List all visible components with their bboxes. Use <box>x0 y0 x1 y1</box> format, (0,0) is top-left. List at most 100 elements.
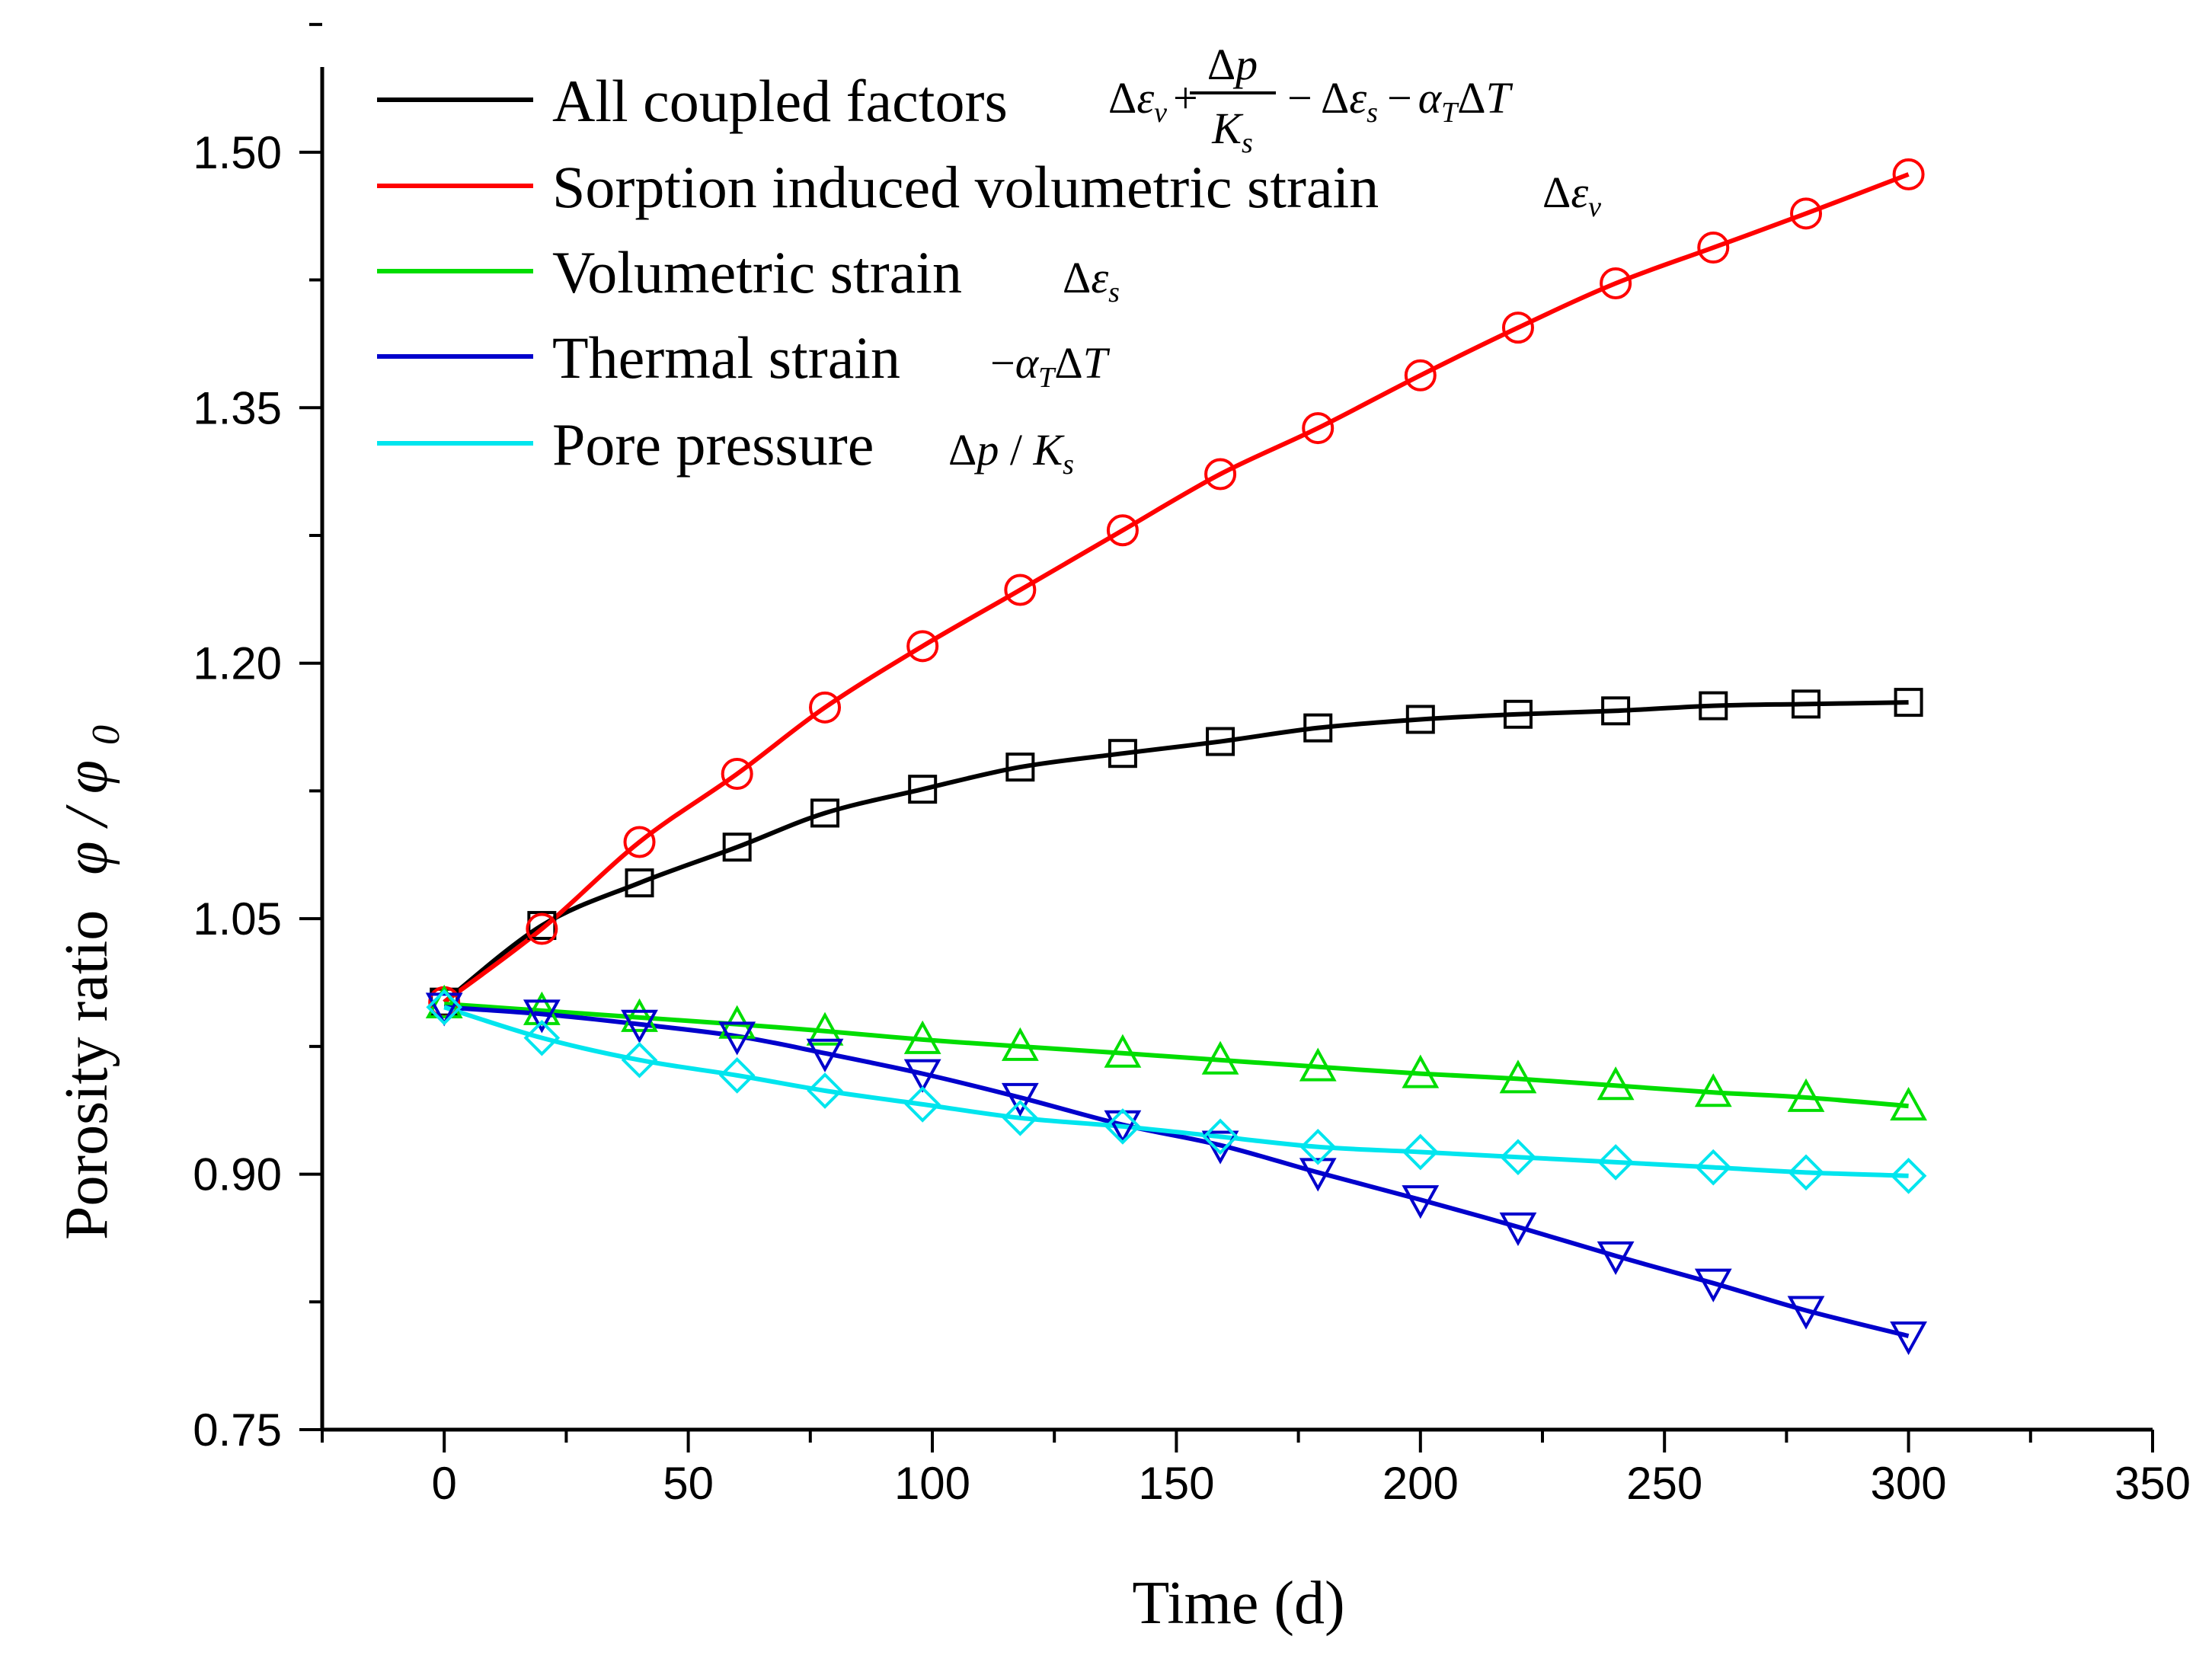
data-point-all-coupled-factors <box>1792 689 1821 719</box>
data-point-sorption-induced-volumetric-strain <box>1106 514 1139 547</box>
data-point-all-coupled-factors <box>1303 713 1333 743</box>
data-point-thermal-strain <box>621 1009 658 1043</box>
x-tick-label: 250 <box>1626 1458 1702 1509</box>
data-point-pore-pressure <box>426 989 463 1026</box>
data-point-volumetric-strain <box>1694 1073 1732 1107</box>
legend: All coupled factors Δεv + Δp Ks − Δεs − αTΔ… <box>377 40 1601 481</box>
y-axis-title: Porosity ratio φ / φ 0 <box>53 725 128 1240</box>
data-point-thermal-strain <box>1299 1158 1337 1192</box>
y-tick-label: 0.90 <box>193 1149 282 1200</box>
data-point-pore-pressure <box>621 1041 658 1079</box>
y-tick-label: 1.50 <box>193 127 282 178</box>
data-point-thermal-strain <box>718 1021 756 1056</box>
data-point-all-coupled-factors <box>1503 699 1533 729</box>
data-point-all-coupled-factors <box>1699 691 1728 721</box>
legend-label-all-coupled: All coupled factors <box>552 68 1008 134</box>
data-point-sorption-induced-volumetric-strain <box>623 826 656 858</box>
data-point-sorption-induced-volumetric-strain <box>1790 197 1823 230</box>
data-point-thermal-strain <box>425 992 463 1027</box>
data-point-volumetric-strain <box>1201 1040 1239 1075</box>
x-tick-label: 0 <box>432 1458 457 1509</box>
data-point-pore-pressure <box>1202 1118 1239 1155</box>
data-point-sorption-induced-volumetric-strain <box>1404 359 1437 391</box>
legend-formula-sorption: Δεv <box>1542 168 1601 223</box>
data-point-thermal-strain <box>1402 1185 1440 1219</box>
data-point-pore-pressure <box>1695 1149 1732 1186</box>
data-point-volumetric-strain <box>1890 1086 1927 1121</box>
data-point-thermal-strain <box>1001 1082 1039 1117</box>
series-line-sorption-induced-volumetric-strain <box>443 172 1910 1005</box>
data-point-sorption-induced-volumetric-strain <box>1004 574 1037 606</box>
data-point-all-coupled-factors <box>908 775 938 804</box>
y-tick-label: 1.20 <box>193 638 282 689</box>
data-point-sorption-induced-volumetric-strain <box>1501 312 1534 344</box>
data-point-all-coupled-factors <box>1206 727 1235 756</box>
data-point-volumetric-strain <box>1104 1034 1142 1068</box>
series-layer <box>425 158 1927 1356</box>
svg-text:Δp: Δp <box>1207 40 1258 89</box>
data-point-sorption-induced-volumetric-strain <box>1697 232 1730 264</box>
series-line-all-coupled-factors <box>443 700 1909 1005</box>
series-line-thermal-strain <box>443 1005 1910 1338</box>
x-tick-label: 50 <box>663 1458 714 1509</box>
svg-text:Porosity ratio φ / φ: Porosity ratio φ / φ 0 <box>53 725 128 1240</box>
data-point-volumetric-strain <box>1299 1047 1337 1082</box>
y-tick-label: 0.75 <box>193 1405 282 1456</box>
data-point-pore-pressure <box>718 1057 756 1094</box>
legend-label-volumetric: Volumetric strain <box>552 239 962 305</box>
data-point-thermal-strain <box>1890 1321 1927 1356</box>
data-point-sorption-induced-volumetric-strain <box>1302 412 1335 445</box>
data-point-thermal-strain <box>1499 1212 1537 1247</box>
legend-entry-sorption: Sorption induced volumetric strain Δεv <box>377 154 1601 223</box>
data-point-volumetric-strain <box>806 1011 844 1046</box>
x-tick-label: 350 <box>2115 1458 2191 1509</box>
data-point-thermal-strain <box>806 1038 844 1072</box>
data-point-all-coupled-factors <box>1894 688 1923 717</box>
x-axis-label: Time (d) <box>1132 1570 1344 1637</box>
series-line-pore-pressure <box>443 1005 1909 1178</box>
svg-text:Ks: Ks <box>1211 104 1252 159</box>
data-point-sorption-induced-volumetric-strain <box>526 912 558 945</box>
data-point-pore-pressure <box>1788 1154 1824 1191</box>
data-point-volumetric-strain <box>1001 1027 1039 1061</box>
x-tick-label: 150 <box>1138 1458 1214 1509</box>
legend-entry-pore-pressure: Pore pressure Δp / Ks <box>377 411 1074 481</box>
data-point-volumetric-strain <box>1597 1066 1635 1101</box>
data-point-thermal-strain <box>1694 1268 1732 1302</box>
svg-text:− Δεs−αTΔT: − Δεs − αTΔT <box>1287 73 1514 129</box>
legend-formula-pore-pressure: Δp / Ks <box>948 425 1074 481</box>
data-point-pore-pressure <box>1002 1099 1039 1136</box>
data-point-pore-pressure <box>807 1072 843 1109</box>
data-point-pore-pressure <box>1402 1133 1439 1171</box>
data-point-all-coupled-factors <box>625 868 654 898</box>
legend-formula-volumetric: Δεs <box>1063 253 1120 308</box>
data-point-volumetric-strain <box>1402 1054 1440 1088</box>
data-point-volumetric-strain <box>1499 1059 1537 1094</box>
x-tick-label: 300 <box>1871 1458 1947 1509</box>
y-axis-symbol-subscript: 0 <box>85 725 128 745</box>
data-point-thermal-strain <box>523 999 561 1034</box>
legend-formula-thermal: −αTΔT <box>990 338 1111 394</box>
legend-entry-all-coupled: All coupled factors Δεv + Δp Ks − Δεs − αTΔ… <box>377 40 1514 159</box>
data-point-sorption-induced-volumetric-strain <box>1204 458 1237 491</box>
data-point-thermal-strain <box>1597 1241 1635 1276</box>
y-tick-label: 1.35 <box>193 382 282 433</box>
data-point-volumetric-strain <box>1787 1078 1825 1112</box>
legend-label-thermal: Thermal strain <box>552 324 900 391</box>
data-point-volumetric-strain <box>903 1020 941 1054</box>
legend-label-sorption: Sorption induced volumetric strain <box>552 154 1379 220</box>
x-tick-label: 200 <box>1382 1458 1459 1509</box>
data-point-volumetric-strain <box>621 998 658 1032</box>
data-point-pore-pressure <box>1890 1157 1927 1194</box>
axes: 0 50 100 150 200 250 300 350 0.75 0.90 1.05 1.20 1.3… <box>193 23 2191 1509</box>
data-point-sorption-induced-volumetric-strain <box>809 691 842 724</box>
data-point-pore-pressure <box>523 1019 561 1056</box>
data-point-all-coupled-factors <box>722 832 752 862</box>
data-point-sorption-induced-volumetric-strain <box>1892 158 1925 190</box>
series-line-volumetric-strain <box>443 1001 1909 1109</box>
data-point-thermal-strain <box>903 1059 941 1093</box>
data-point-all-coupled-factors <box>1405 705 1435 734</box>
data-point-all-coupled-factors <box>1108 739 1137 769</box>
